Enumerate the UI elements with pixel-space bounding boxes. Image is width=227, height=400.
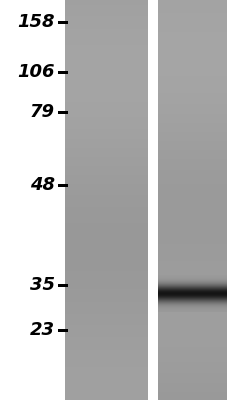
Text: 23: 23 [30, 321, 55, 339]
Text: 35: 35 [30, 276, 55, 294]
Text: 79: 79 [30, 103, 55, 121]
Text: 106: 106 [17, 63, 55, 81]
Text: 48: 48 [30, 176, 55, 194]
Text: 158: 158 [17, 13, 55, 31]
